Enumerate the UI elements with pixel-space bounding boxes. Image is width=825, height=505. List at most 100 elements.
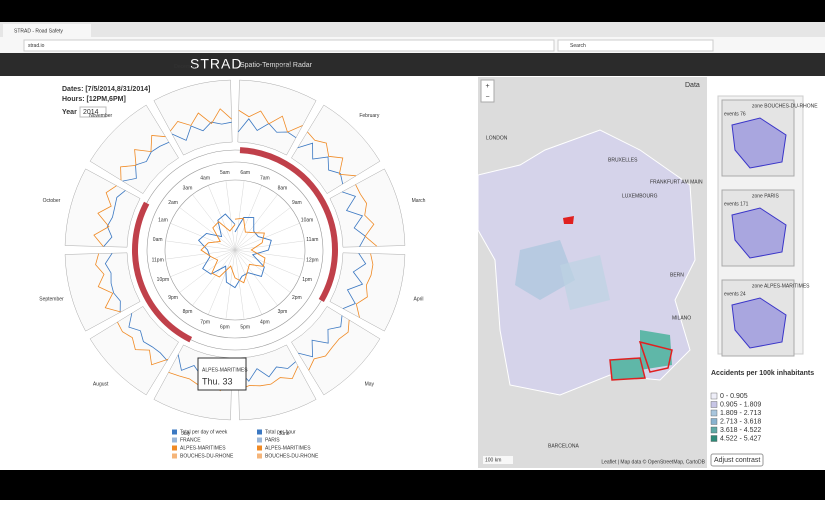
tooltip-box [197, 357, 247, 391]
selected-zone[interactable] [609, 357, 646, 381]
spoke [225, 180, 236, 251]
bottom-bar [0, 470, 825, 500]
legend-range: 0 - 0.905 [720, 393, 748, 400]
selection-arc [239, 147, 338, 302]
selected-zone[interactable] [563, 216, 574, 224]
legend-swatch [710, 426, 718, 434]
month-line [104, 252, 121, 313]
city-label: MILANO [672, 315, 691, 321]
month-line [237, 361, 296, 382]
month-cell [89, 306, 179, 396]
legend-title: Accidents per 100k inhabitants [711, 370, 814, 377]
month-line [128, 313, 168, 361]
spoke [179, 207, 236, 251]
zone-shape [731, 117, 787, 169]
month-label: October [43, 198, 61, 204]
month-line [308, 319, 350, 371]
legend-label: BOUCHES-DU-RHONE [265, 453, 319, 459]
spoke [234, 194, 278, 251]
adjust-button[interactable] [710, 453, 764, 467]
hour-line [200, 217, 266, 284]
legend-label: ALPES-MARITIMES [265, 445, 311, 451]
tab[interactable] [3, 24, 91, 37]
url-field[interactable] [23, 39, 555, 52]
hour-label: 1pm [302, 277, 312, 283]
month-label: July [181, 431, 190, 437]
legend-range: 0.905 - 1.809 [720, 401, 761, 408]
legend-swatch [710, 409, 718, 417]
hour-label: 9pm [168, 295, 178, 301]
legend-range: 4.522 - 5.427 [720, 435, 761, 442]
month-label: May [365, 382, 375, 388]
ring [164, 179, 306, 321]
hour-label: 8am [278, 185, 288, 191]
hour-label: 9am [292, 200, 302, 206]
spoke [192, 249, 236, 306]
hour-label: 0am [153, 237, 163, 243]
legend-label: ALPES-MARITIMES [180, 445, 226, 451]
zoom-in[interactable]: + [485, 83, 489, 90]
city-label: BERN [670, 272, 684, 278]
month-label: April [414, 297, 424, 303]
hour-label: 6pm [220, 325, 230, 331]
city-label: FRANKFURT AM MAIN [650, 179, 703, 185]
month-line [117, 321, 169, 366]
month-label: June [279, 431, 290, 437]
legend-label: Total per hour [265, 429, 296, 435]
hour-label: 4pm [260, 319, 270, 325]
ring [146, 161, 324, 339]
hour-label: 11am [306, 237, 318, 243]
month-cell [237, 344, 317, 421]
legend-swatch [257, 437, 262, 443]
scale: 100 km [485, 457, 501, 463]
month-line [122, 141, 170, 182]
tooltip-day: Thu. 33 [202, 376, 233, 386]
tab-strip [0, 22, 825, 37]
spoke [234, 249, 300, 277]
year-select[interactable] [79, 106, 107, 118]
city-label: LUXEMBOURG [622, 193, 658, 199]
month-cell [329, 252, 406, 332]
data-button[interactable]: Data [685, 82, 700, 89]
zone-shape [731, 297, 787, 349]
region [560, 255, 610, 310]
legend-range: 1.809 - 2.713 [720, 410, 761, 417]
hour-label: 6am [240, 170, 250, 176]
month-cell [291, 306, 381, 396]
month-line [93, 185, 117, 247]
month-cell [153, 79, 233, 156]
hours: Hours: [12PM,6PM] [62, 96, 126, 103]
search-field[interactable] [557, 39, 714, 52]
year-label: Year [62, 109, 77, 116]
legend-swatch [710, 392, 718, 400]
month-line [95, 253, 121, 313]
month-label: September [39, 297, 64, 303]
zoom-out[interactable]: − [485, 94, 489, 101]
hour-label: 3am [183, 185, 193, 191]
hour-label: 4am [200, 175, 210, 181]
region [640, 330, 672, 370]
month-cell [329, 168, 406, 248]
hour-label: 11pm [152, 258, 164, 264]
url: strad.io [28, 43, 45, 49]
tab-title: STRAD - Road Safety [14, 28, 63, 34]
zone-name: zone BOUCHES-DU-RHONE [752, 103, 818, 109]
legend-label: BOUCHES-DU-RHONE [180, 453, 234, 459]
spoke [165, 240, 236, 251]
legend-swatch [257, 453, 262, 459]
hour-label: 10am [301, 217, 314, 223]
legend-swatch [172, 453, 177, 459]
legend-label: Total per day of week [180, 429, 228, 435]
month-label: February [359, 113, 380, 119]
spoke [192, 194, 236, 251]
month-line [342, 253, 367, 309]
adjust-label: Adjust contrast [714, 457, 760, 464]
month-label: January [275, 64, 293, 70]
month-label: August [93, 382, 109, 388]
hour-label: 12pm [306, 258, 319, 264]
spoke [165, 249, 236, 260]
month-cell [237, 79, 317, 156]
selected-zone[interactable] [638, 340, 673, 373]
month-line [297, 142, 344, 185]
